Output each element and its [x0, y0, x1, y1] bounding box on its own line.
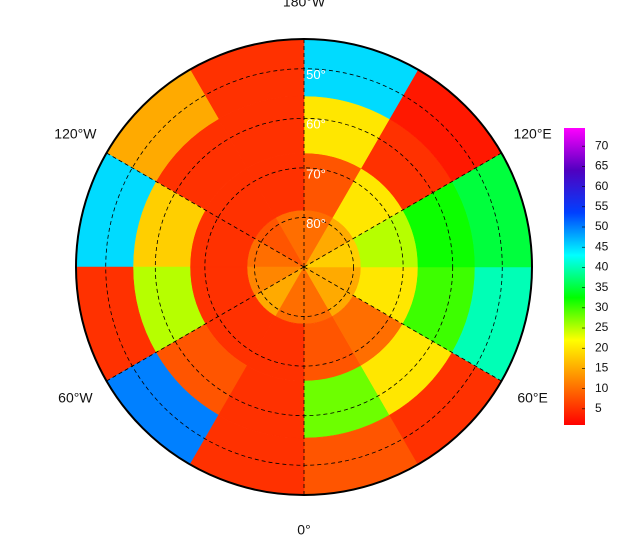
- colorbar-tick-label: 10: [595, 381, 609, 395]
- colorbar-tick-label: 40: [595, 260, 609, 274]
- latitude-label: 70°: [306, 166, 326, 181]
- colorbar-tick-label: 5: [595, 401, 602, 415]
- meridian-line: [303, 152, 502, 268]
- colorbar: [564, 128, 585, 425]
- colorbar-tick-label: 70: [595, 138, 609, 152]
- colorbar-tick-label: 60: [595, 179, 609, 193]
- longitude-label: 180°W: [283, 0, 326, 10]
- colorbar-tick-label: 30: [595, 300, 609, 314]
- longitude-label: 120°E: [513, 126, 551, 142]
- longitude-label: 120°W: [54, 126, 97, 142]
- map-border: [75, 38, 533, 496]
- colorbar-tick-label: 25: [595, 320, 609, 334]
- colorbar-tick-label: 20: [595, 340, 609, 354]
- colorbar-tick-label: 45: [595, 239, 609, 253]
- colorbar-tick-label: 35: [595, 280, 609, 294]
- latitude-label: 60°: [306, 117, 326, 132]
- colorbar-tick-label: 65: [595, 159, 609, 173]
- meridian-line: [106, 266, 305, 382]
- longitude-label: 60°W: [58, 390, 93, 406]
- meridian-line: [303, 266, 502, 382]
- meridian-line: [106, 152, 305, 268]
- graticule-layer: [105, 39, 503, 495]
- latitude-label: 50°: [306, 67, 326, 82]
- colorbar-tick-label: 55: [595, 199, 609, 213]
- colorbar-tick-label: 15: [595, 361, 609, 375]
- latitude-label: 80°: [306, 216, 326, 231]
- longitude-label: 0°: [297, 522, 310, 538]
- field-layer: [76, 39, 532, 495]
- colorbar-tick-label: 50: [595, 219, 609, 233]
- longitude-label: 60°E: [517, 390, 548, 406]
- label-layer: 180°W 120°E 60°E 0° 60°W 120°W 50° 60° 70° 80°: [54, 0, 551, 538]
